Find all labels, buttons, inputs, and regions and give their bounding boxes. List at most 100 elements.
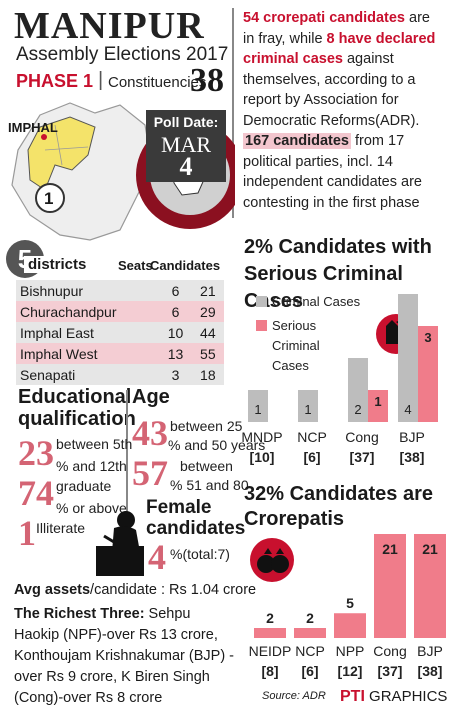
bar-crorepati-label: 2 <box>306 610 314 626</box>
table-row: Senapati 3 18 <box>16 364 224 385</box>
legend-swatch-serious <box>256 320 267 331</box>
age-label-2a: between <box>180 458 233 474</box>
edu-label-1b: % and 12th <box>56 458 127 474</box>
x-tick-count: [10] <box>250 449 275 465</box>
bar-crorepati <box>414 534 446 638</box>
education-title: Educational qualification <box>18 386 136 430</box>
seats-cell: 6 <box>159 301 192 322</box>
x-tick-count: [8] <box>261 663 278 679</box>
candidates-cell: 29 <box>191 301 224 322</box>
x-tick-count: [38] <box>418 663 443 679</box>
seats-header: Seats <box>118 258 153 273</box>
source-note: Source: ADR <box>262 690 326 702</box>
female-title: Female candidates <box>146 497 246 539</box>
seats-cell: 6 <box>159 280 192 301</box>
bar-crorepati <box>294 628 326 638</box>
bar-serious-cases <box>368 390 388 422</box>
district-name-cell: Senapati <box>16 364 160 385</box>
bar-serious-cases-label: 1 <box>374 394 381 409</box>
x-tick-label: NEIDP <box>249 643 292 659</box>
criminal-cases-chart: 1MNDP[10]1NCP[6]21Cong[37]43BJP[38]Crimi… <box>241 294 438 465</box>
legend-swatch-criminal <box>256 296 267 307</box>
imphal-marker <box>41 134 47 140</box>
age-label-2b: % 51 and 80 <box>170 477 249 493</box>
age-pct-1: 43 <box>132 413 168 453</box>
table-row: Churachandpur 6 29 <box>16 301 224 322</box>
x-tick-label: NCP <box>295 643 325 659</box>
candidates-cell: 18 <box>191 364 224 385</box>
female-pct: 4 <box>148 537 166 577</box>
x-tick-count: [12] <box>338 663 363 679</box>
x-tick-count: [6] <box>301 663 318 679</box>
bar-serious-cases-label: 3 <box>424 330 431 345</box>
x-tick-label: BJP <box>399 429 425 445</box>
avg-assets-label: Avg assets <box>14 582 91 598</box>
x-tick-count: [38] <box>400 449 425 465</box>
edu-label-2b: % or above <box>56 500 127 516</box>
intro-text-part: are in fray, while <box>243 10 430 47</box>
bar-crorepati-label: 5 <box>346 595 354 611</box>
female-note: %(total:7) <box>170 546 230 562</box>
money-bag-icon <box>250 538 294 582</box>
legend-label-serious-1: Serious <box>272 318 317 333</box>
intro-criminal: 8 have declared criminal cases <box>243 30 436 68</box>
intro-text-part: against themselves, according to a repor… <box>243 51 420 129</box>
candidates-cell: 55 <box>191 343 224 364</box>
intro-crorepati: 54 crorepati candidates <box>243 10 405 26</box>
age-title: Age <box>132 386 170 408</box>
legend-label-serious-3: Cases <box>272 358 309 373</box>
bar-crorepati-label: 21 <box>422 541 438 557</box>
bar-criminal-cases-label: 4 <box>404 402 411 417</box>
bar-crorepati-label: 21 <box>382 541 398 557</box>
map-marker-label: 1 <box>44 189 54 208</box>
richest-label: The Richest Three: <box>14 606 145 622</box>
avg-assets-value: /candidate : Rs 1.04 crore <box>90 582 257 598</box>
districts-title: districts <box>24 256 91 273</box>
constituencies-label: Constituencies <box>108 74 207 91</box>
page-title: MANIPUR <box>14 5 205 47</box>
x-tick-label: NPP <box>336 643 365 659</box>
richest-text: Sehpu Haokip (NPF)-over Rs 13 crore, Kon… <box>14 606 234 706</box>
bar-crorepati <box>374 534 406 638</box>
edu-pct-2: 74 <box>18 473 54 513</box>
brand-logo-graphics: GRAPHICS <box>364 688 448 705</box>
seats-cell: 10 <box>159 322 192 343</box>
x-tick-label: NCP <box>297 429 327 445</box>
avg-assets: Avg assets/candidate : Rs 1.04 crore <box>14 582 256 598</box>
richest-three: The Richest Three: Sehpu Haokip (NPF)-ov… <box>14 604 236 709</box>
edu-label-2a: graduate <box>56 478 112 494</box>
intro-text: 54 crorepati candidates are in fray, whi… <box>243 8 445 213</box>
legend-label-serious-2: Criminal <box>272 338 320 353</box>
district-name-cell: Imphal East <box>16 322 160 343</box>
poll-month: MAR <box>160 132 212 157</box>
intro-text-part: from 17 political parties, incl. 14 inde… <box>243 133 422 211</box>
brand-logo: PTI GRAPHICS <box>340 688 447 706</box>
poll-date-label: Poll Date: <box>153 114 219 130</box>
x-tick-count: [6] <box>303 449 320 465</box>
phase-label: PHASE 1 <box>16 71 94 91</box>
x-tick-label: Cong <box>373 643 406 659</box>
bar-criminal-cases <box>348 358 368 422</box>
candidates-cell: 21 <box>191 280 224 301</box>
x-tick-label: Cong <box>345 429 378 445</box>
x-tick-label: BJP <box>417 643 443 659</box>
x-tick-count: [37] <box>350 449 375 465</box>
bar-criminal-cases <box>248 390 268 422</box>
chart2-title: 32% Candidates are Crorepatis <box>244 483 433 530</box>
edu-label-3: Illiterate <box>36 520 86 536</box>
districts-table: Bishnupur 6 21 Churachandpur 6 29 Imphal East 1… <box>16 280 224 385</box>
bar-crorepati <box>254 628 286 638</box>
table-row: Imphal West 13 55 <box>16 343 224 364</box>
poll-day: 4 <box>179 152 193 181</box>
edu-label-1a: between 5th <box>56 436 133 452</box>
crorepati-chart: 2 NEIDP [8] 2 NCP [6] 5 NPP [12] 21 Cong [37] 21 BJP [… <box>249 534 446 679</box>
bar-criminal-cases <box>398 294 418 422</box>
table-row: Bishnupur 6 21 <box>16 280 224 301</box>
female-speaker-icon <box>96 511 144 576</box>
district-name-cell: Imphal West <box>16 343 160 364</box>
poll-date-box: Poll Date: MAR 4 <box>146 110 226 182</box>
bar-crorepati <box>334 613 366 638</box>
table-row: Imphal East 10 44 <box>16 322 224 343</box>
district-name-cell: Bishnupur <box>16 280 160 301</box>
bar-serious-cases <box>418 326 438 422</box>
